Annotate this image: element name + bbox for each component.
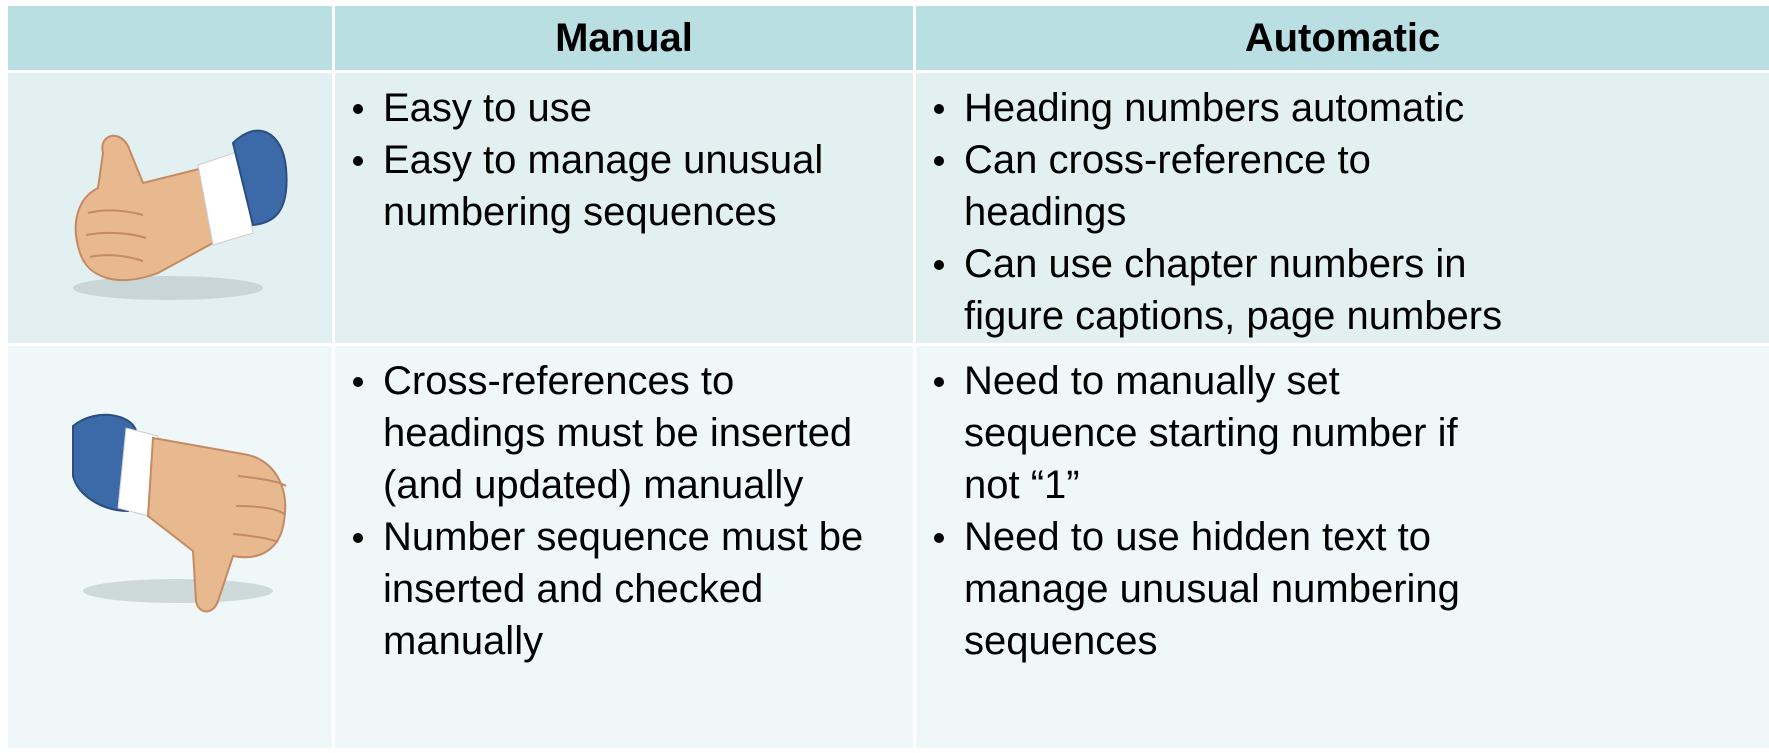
bullet-item: Heading numbers automatic — [916, 82, 1769, 134]
bullet-text: Easy to manage unusual — [383, 138, 824, 182]
bullet-text: sequences — [964, 619, 1158, 663]
bullet-text: figure captions, page numbers — [964, 294, 1503, 338]
bullet-text: (and updated) manually — [383, 463, 804, 507]
bullet-item: Can cross-reference to headings — [916, 134, 1769, 238]
bullet-item: Need to use hidden text to manage unusual… — [916, 511, 1769, 667]
bullet-text: Heading numbers automatic — [964, 86, 1465, 130]
bullet-text: Can use chapter numbers in — [964, 242, 1467, 286]
bullet-list: Need to manually set sequence starting nu… — [916, 346, 1769, 667]
bullet-text: Need to use hidden text to — [964, 515, 1431, 559]
bullet-text: Need to manually set — [964, 359, 1340, 403]
cell: Cross-references to headings must be inse… — [335, 346, 913, 748]
bullet-item: Easy to manage unusual numbering sequence… — [335, 134, 913, 238]
bullet-text: manually — [383, 619, 544, 663]
header-blank — [8, 6, 332, 70]
bullet-text: headings — [964, 190, 1127, 234]
bullet-list: Cross-references to headings must be inse… — [335, 346, 913, 667]
thumbs-down-icon — [72, 413, 287, 613]
cell: Need to manually set sequence starting nu… — [916, 346, 1769, 748]
bullet-list: Easy to use Easy to manage unusual numberi… — [335, 73, 913, 238]
header-cell: Manual — [335, 6, 913, 70]
icon-cell — [8, 346, 332, 748]
bullet-text: Can cross-reference to — [964, 138, 1371, 182]
icon-cell — [8, 73, 332, 343]
bullet-item: Number sequence must be inserted and chec… — [335, 511, 913, 667]
bullet-text: sequence starting number if — [964, 411, 1458, 455]
bullet-text: manage unusual numbering — [964, 567, 1460, 611]
header-cell: Automatic — [916, 6, 1769, 70]
bullet-item: Cross-references to headings must be inse… — [335, 355, 913, 511]
bullet-text: headings must be inserted — [383, 411, 853, 455]
bullet-list: Heading numbers automatic Can cross-refer… — [916, 73, 1769, 342]
bullet-item: Need to manually set sequence starting nu… — [916, 355, 1769, 511]
bullet-text: numbering sequences — [383, 190, 777, 234]
bullet-text: Cross-references to — [383, 359, 735, 403]
bullet-item: Can use chapter numbers in figure caption… — [916, 238, 1769, 342]
cell: Heading numbers automatic Can cross-refer… — [916, 73, 1769, 343]
cell: Easy to use Easy to manage unusual numberi… — [335, 73, 913, 343]
bullet-item: Easy to use — [335, 82, 913, 134]
bullet-text: Number sequence must be — [383, 515, 864, 559]
thumbs-up-icon — [73, 129, 288, 300]
bullet-text: inserted and checked — [383, 567, 764, 611]
bullet-text: not “1” — [964, 463, 1080, 507]
bullet-text: Easy to use — [383, 86, 593, 130]
